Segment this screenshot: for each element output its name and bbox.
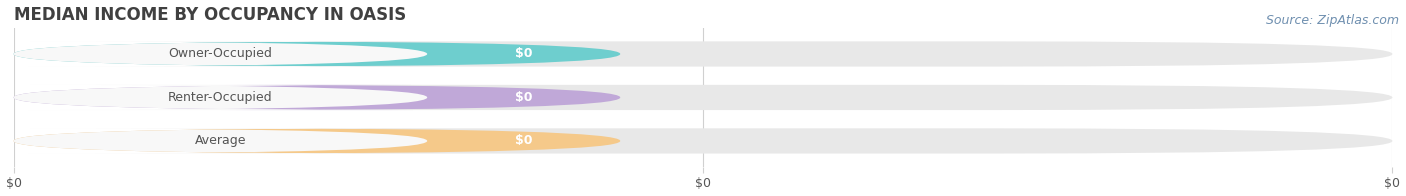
FancyBboxPatch shape bbox=[14, 41, 620, 67]
FancyBboxPatch shape bbox=[14, 41, 427, 67]
Text: $0: $0 bbox=[515, 91, 533, 104]
FancyBboxPatch shape bbox=[14, 85, 620, 110]
Text: Source: ZipAtlas.com: Source: ZipAtlas.com bbox=[1265, 14, 1399, 27]
Text: $0: $0 bbox=[515, 47, 533, 61]
Text: Renter-Occupied: Renter-Occupied bbox=[169, 91, 273, 104]
Text: Average: Average bbox=[194, 134, 246, 147]
FancyBboxPatch shape bbox=[14, 128, 620, 153]
Text: MEDIAN INCOME BY OCCUPANCY IN OASIS: MEDIAN INCOME BY OCCUPANCY IN OASIS bbox=[14, 5, 406, 24]
FancyBboxPatch shape bbox=[14, 128, 1392, 153]
FancyBboxPatch shape bbox=[14, 85, 1392, 110]
FancyBboxPatch shape bbox=[14, 41, 1392, 67]
Text: Owner-Occupied: Owner-Occupied bbox=[169, 47, 273, 61]
FancyBboxPatch shape bbox=[14, 85, 427, 110]
FancyBboxPatch shape bbox=[14, 128, 427, 153]
Text: $0: $0 bbox=[515, 134, 533, 147]
